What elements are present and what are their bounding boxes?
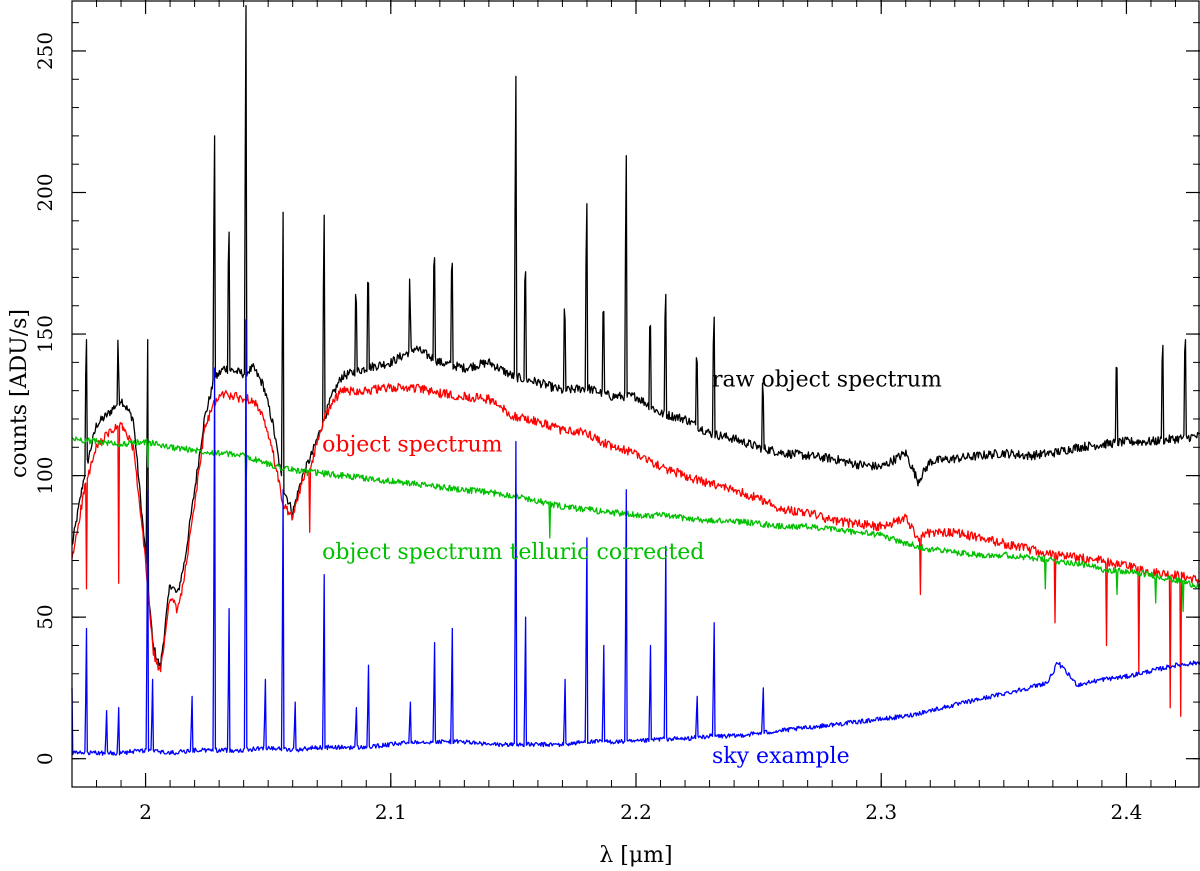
ticks-layer: 2 2.1 2.2 2.3 2.4 0 50 100 150 200 250 (33, 0, 1200, 824)
y-tick-label: 250 (33, 32, 57, 70)
annotation-label: object spectrum (322, 432, 503, 457)
x-axis-label: λ [μm] (599, 843, 672, 868)
y-tick-label: 150 (33, 315, 57, 353)
x-tick-label: 2 (139, 800, 152, 824)
y-tick-label: 100 (33, 457, 57, 495)
series-line-2 (71, 382, 1200, 717)
series-line-1 (71, 5, 1200, 669)
series-layer (71, 5, 1200, 756)
x-tick-label: 2.1 (375, 800, 407, 824)
x-tick-label: 2.3 (865, 800, 897, 824)
y-tick-label: 200 (33, 173, 57, 211)
annotation-label: raw object spectrum (712, 367, 942, 392)
y-tick-label: 0 (33, 752, 57, 765)
annotations-layer: raw object spectrum object spectrum object… (322, 367, 942, 769)
annotation-label: sky example (712, 744, 850, 769)
x-tick-label: 2.2 (620, 800, 652, 824)
x-tick-label: 2.4 (1111, 800, 1143, 824)
labels-layer: λ [μm] counts [ADU/s] (7, 309, 673, 868)
y-tick-label: 50 (33, 604, 57, 629)
plot-frame (71, 0, 1200, 788)
annotation-label: object spectrum telluric corrected (322, 540, 704, 565)
series-line-3 (71, 436, 1200, 613)
y-axis-label: counts [ADU/s] (7, 309, 32, 478)
series-line-4 (71, 319, 1200, 756)
